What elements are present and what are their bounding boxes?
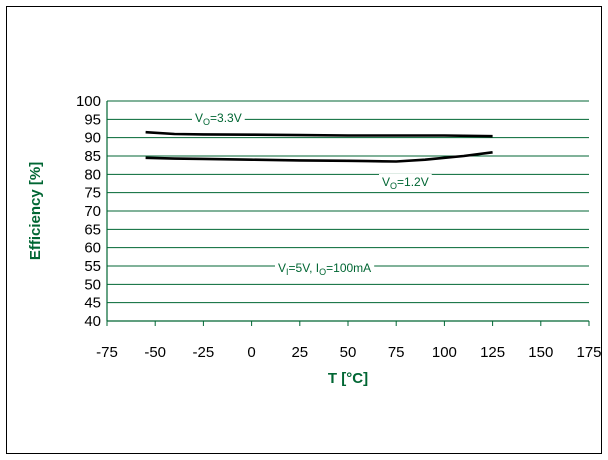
series-line-0: [145, 130, 493, 138]
y-axis-title: Efficiency [%]: [27, 162, 44, 260]
annotation-conditions-bg: [275, 260, 375, 278]
annotation-vo12: VO=1.2V: [382, 175, 429, 191]
y-tick-label: 70: [84, 203, 101, 220]
chart-frame: [6, 6, 602, 454]
x-tick-label: 75: [388, 344, 405, 361]
x-tick-label: -75: [96, 344, 118, 361]
x-tick-label: -50: [144, 344, 166, 361]
y-tick-label: 100: [76, 93, 101, 110]
x-tick-labels: -75 -50 -25 0 25 50 75 100 125 150 175: [96, 321, 602, 361]
x-tick-label: 125: [480, 344, 505, 361]
x-tick-label: 25: [291, 344, 308, 361]
y-tick-label: 80: [84, 166, 101, 183]
x-tick-label: 175: [576, 344, 601, 361]
series-lines: [145, 130, 493, 163]
y-tick-label: 95: [84, 111, 101, 128]
x-tick-label: 0: [247, 344, 255, 361]
x-tick-label: 100: [432, 344, 457, 361]
y-tick-label: 40: [84, 313, 101, 330]
series-line-1: [145, 151, 493, 163]
y-tick-label: 55: [84, 258, 101, 275]
y-tick-label: 90: [84, 130, 101, 147]
y-tick-label: 65: [84, 221, 101, 238]
y-tick-label: 45: [84, 295, 101, 312]
y-tick-label: 85: [84, 148, 101, 165]
x-tick-label: 50: [340, 344, 357, 361]
annotation-vo33: VO=3.3V: [195, 111, 242, 127]
x-axis-title: T [°C]: [328, 370, 368, 387]
annotation-conditions: VI=5V, IO=100mA: [278, 261, 371, 277]
y-tick-label: 75: [84, 185, 101, 202]
annotation-vo33-bg: [192, 110, 245, 128]
y-tick-label: 60: [84, 240, 101, 257]
y-tick-label: 50: [84, 276, 101, 293]
x-tick-label: 150: [528, 344, 553, 361]
grid-lines: [107, 100, 589, 322]
annotation-vo12-bg: [379, 174, 432, 192]
x-tick-label: -25: [193, 344, 215, 361]
